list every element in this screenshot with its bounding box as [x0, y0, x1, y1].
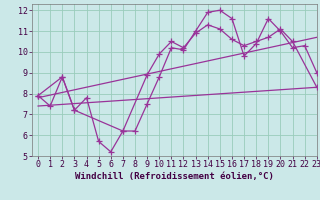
X-axis label: Windchill (Refroidissement éolien,°C): Windchill (Refroidissement éolien,°C) — [75, 172, 274, 181]
